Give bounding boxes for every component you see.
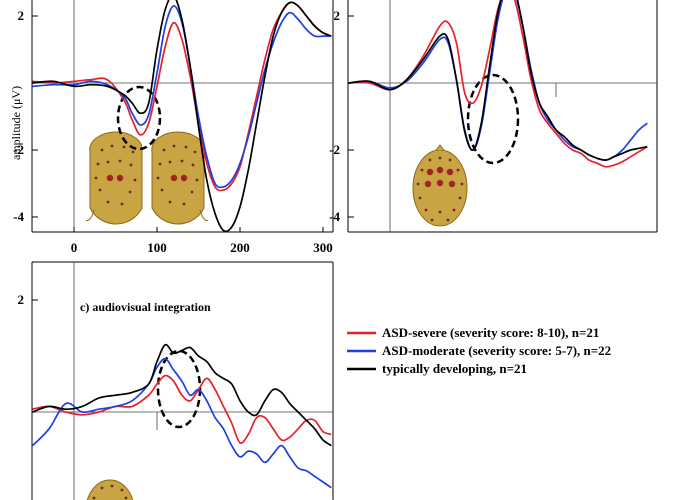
scalp-map-left-icon [85,131,143,225]
panel_b-y-tick-label: -2 [329,142,340,157]
panel-b: 2 -2 -4 [329,0,658,233]
panel-c: c) audiovisual integration 2 [18,261,334,500]
legend: ASD-severe (severity score: 8-10), n=21 A… [347,325,611,376]
panel_a-asd-moderate-line [32,5,332,189]
panel_c-asd-moderate-line [32,357,332,489]
panel_c-y-tick-label: 2 [18,292,25,307]
panel_a-y-tick-label: 2 [18,8,25,23]
panel_a-y-tick-label: -2 [13,142,24,157]
panel-b-highlight-ellipse [466,73,520,165]
legend-label: typically developing, n=21 [382,361,527,376]
panel_a-x-tick-label: 100 [147,240,167,255]
panel_b-y-tick-label: -4 [329,209,340,224]
panel-c-highlight-ellipse [156,349,202,429]
panel_a-x-tick-label: 300 [313,240,333,255]
legend-label: ASD-moderate (severity score: 5-7), n=22 [382,343,611,358]
panel-a-y-axis-label: amplitude (μV) [9,86,23,160]
panel_b-typically-developing-line [348,0,648,161]
panel_a-x-tick-label: 0 [71,240,78,255]
panel_b-asd-moderate-line [348,0,648,161]
panel_c-typically-developing-line [32,343,332,447]
panel_a-typically-developing-line [32,0,332,232]
panel_b-asd-severe-line [348,0,648,168]
scalp-map-top-view-icon [412,144,468,227]
panel-a: amplitude (μV) 2-2-40 100 20 [9,0,334,255]
panel_a-y-tick-label: -4 [13,209,24,224]
panel-a-highlight-ellipse [116,85,162,151]
panel-c-title: c) audiovisual integration [80,300,211,314]
scalp-map-partial-icon [86,479,134,500]
scalp-map-right-icon [151,131,209,225]
legend-label: ASD-severe (severity score: 8-10), n=21 [382,325,599,340]
panel_b-y-tick-label: 2 [334,8,341,23]
panel_a-x-tick-label: 200 [230,240,250,255]
